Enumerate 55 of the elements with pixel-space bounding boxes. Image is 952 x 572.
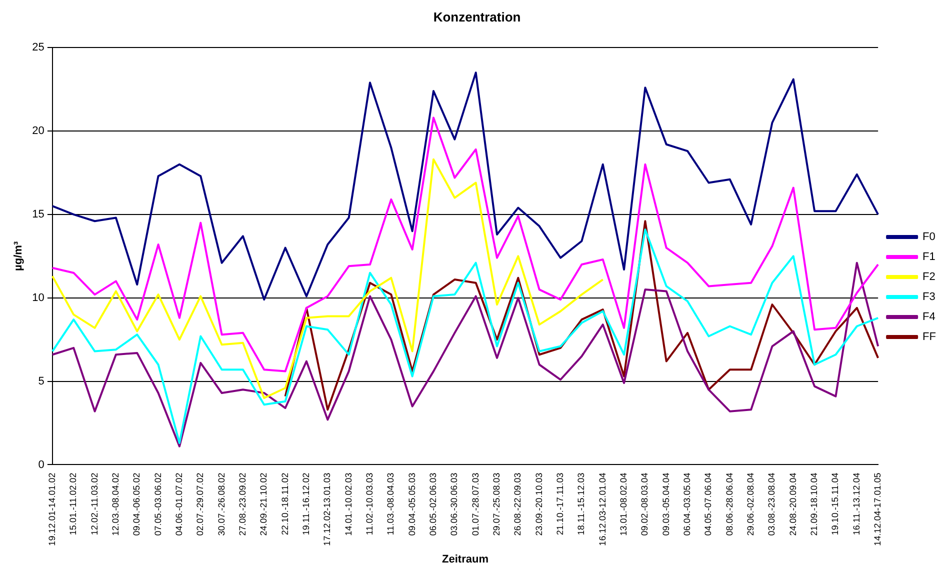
- y-tick-label: 5: [38, 375, 44, 388]
- y-tick-label: 20: [32, 125, 44, 138]
- x-tick-label: 01.07.-28.07.03: [470, 472, 480, 536]
- x-tick-label: 03.06.-30.06.03: [449, 472, 460, 536]
- x-tick-label: 24.09.-21.10.02: [258, 472, 269, 536]
- x-tick-label: 14.12.04-17.01.05: [872, 472, 883, 546]
- x-tick-label: 16.11.-13.12.04: [851, 472, 862, 536]
- x-tick-label: 29.06.-02.08.04: [746, 472, 756, 536]
- x-tick-label: 21.09.-18.10.04: [809, 472, 820, 536]
- x-tick-label: 26.08.-22.09.03: [512, 472, 523, 536]
- legend-label: FF: [922, 331, 936, 344]
- x-tick-label: 04.05.-07.06.04: [703, 472, 714, 536]
- legend-label: F0: [922, 231, 936, 244]
- x-tick-label: 04.06.-01.07.02: [174, 472, 184, 536]
- x-tick-label: 23.09.-20.10.03: [534, 472, 544, 536]
- x-tick-label: 27.08.-23.09.02: [237, 472, 248, 536]
- x-tick-label: 09.04.-05.05.03: [406, 472, 417, 536]
- x-tick-label: 22.10.-18.11.02: [280, 472, 290, 536]
- y-axis-title: µg/m³: [12, 241, 25, 271]
- x-tick-label: 02.07.-29.07.02: [195, 472, 206, 536]
- x-tick-label: 03.08.-23.08.04: [766, 472, 777, 536]
- x-tick-label: 30.07.-26.08.02: [216, 472, 226, 536]
- x-tick-label: 17.12.02-13.01.03: [322, 472, 332, 546]
- x-tick-label: 18.11.-15.12.03: [576, 472, 586, 536]
- y-tick-label: 25: [32, 42, 44, 54]
- x-tick-label: 21.10.-17.11.03: [554, 472, 565, 536]
- x-tick-label: 06.05.-02.06.03: [428, 472, 438, 536]
- x-tick-label: 19.12.01-14.01.02: [46, 472, 57, 546]
- x-tick-label: 09.03.-05.04.04: [660, 472, 671, 536]
- x-tick-label: 09.02.-08.03.04: [640, 472, 650, 536]
- x-tick-label: 08.06.-28.06.04: [724, 472, 734, 536]
- x-tick-label: 11.02.-10.03.03: [364, 472, 374, 536]
- x-tick-label: 14.01.-10.02.03: [343, 472, 354, 536]
- x-tick-label: 13.01.-08.02.04: [618, 472, 629, 536]
- x-tick-label: 19.10.-15.11.04: [830, 472, 840, 536]
- chart-title: Konzentration: [433, 9, 521, 24]
- legend-label: F1: [922, 251, 936, 264]
- x-tick-label: 07.05.-03.06.02: [152, 472, 163, 536]
- x-tick-label: 24.08.-20.09.04: [788, 472, 798, 536]
- x-tick-label: 15.01.-11.02.02: [68, 472, 78, 536]
- x-tick-label: 12.02.-11.03.02: [89, 472, 100, 536]
- x-tick-label: 09.04.-06.05.02: [132, 472, 142, 536]
- y-tick-label: 15: [32, 208, 44, 220]
- x-tick-label: 29.07.-25.08.03: [491, 472, 502, 536]
- x-axis-title: Zeitraum: [442, 553, 489, 566]
- legend-label: F4: [922, 311, 936, 324]
- y-tick-label: 0: [38, 458, 44, 471]
- legend-label: F2: [922, 271, 936, 284]
- legend-label: F3: [922, 291, 936, 304]
- x-tick-label: 19.11.-16.12.02: [300, 472, 311, 536]
- y-tick-label: 10: [32, 292, 44, 304]
- x-tick-label: 11.03.-08.04.03: [386, 472, 396, 536]
- x-tick-label: 12.03.-08.04.02: [110, 472, 120, 536]
- x-tick-label: 16.12.03-12.01.04: [597, 472, 608, 546]
- x-tick-label: 06.04.-03.05.04: [682, 472, 692, 536]
